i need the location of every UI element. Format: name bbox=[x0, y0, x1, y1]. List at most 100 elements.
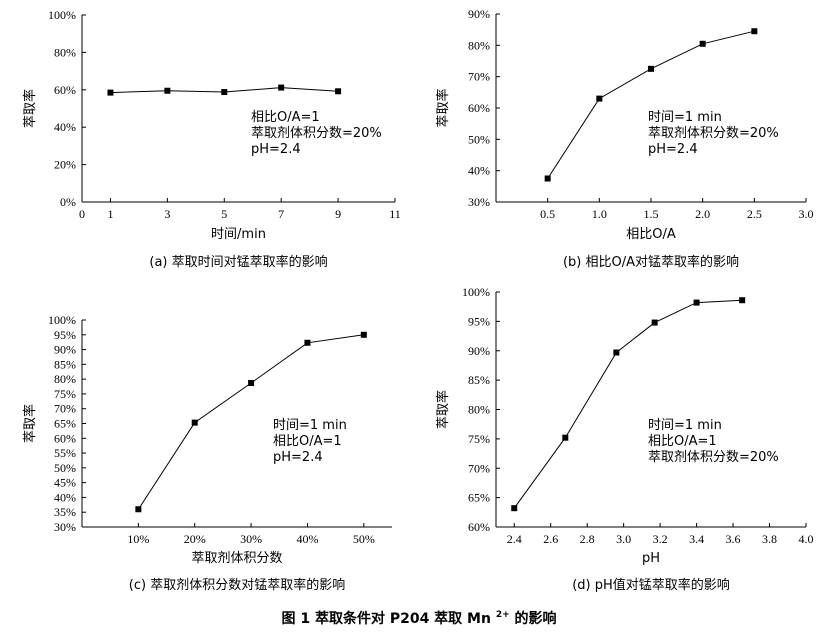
figure-caption-prefix: 图 1 bbox=[281, 611, 310, 627]
panel-c-y-tick-label: 50% bbox=[54, 461, 76, 475]
panel-d-y-tick-label: 95% bbox=[468, 314, 490, 328]
panel-c-y-label: 萃取率 bbox=[22, 404, 38, 443]
panel-d-series-line bbox=[513, 299, 743, 509]
panel-d-y-tick-label: 90% bbox=[468, 344, 490, 358]
panel-c-y-tick-label: 95% bbox=[54, 328, 76, 342]
panel-d-x-tick-label: 2.8 bbox=[580, 532, 595, 546]
panel-a-annotation: 萃取剂体积分数=20% bbox=[251, 126, 382, 141]
panel-d-x-tick-label: 3.4 bbox=[689, 532, 704, 546]
panel-b-x-tick-label: 0.5 bbox=[540, 207, 555, 221]
panel-a-x-tick-label: 11 bbox=[389, 207, 401, 221]
panel-d-data-point bbox=[739, 297, 746, 304]
panel-d-y-tick-label: 75% bbox=[468, 432, 490, 446]
panel-c-x-label: 萃取剂体积分数 bbox=[191, 551, 282, 566]
panel-c-x-tick-label: 50% bbox=[353, 532, 375, 546]
panel-d-caption: (d) pH值对锰萃取率的影响 bbox=[572, 577, 730, 593]
panel-a-y-label: 萃取率 bbox=[22, 89, 38, 128]
panel-a-y-tick-label: 40% bbox=[54, 120, 76, 134]
panel-c-y-tick-label: 45% bbox=[54, 476, 76, 490]
panel-b-x-tick-label: 2.0 bbox=[695, 207, 710, 221]
panel-d-annotation: 萃取剂体积分数=20% bbox=[648, 450, 779, 465]
panel-a-x-label: 时间/min bbox=[211, 227, 266, 242]
panel-d-x-tick-label: 3.6 bbox=[726, 532, 741, 546]
panel-c-y-tick-label: 70% bbox=[54, 402, 76, 416]
panel-c-y-tick-label: 100% bbox=[48, 313, 76, 327]
panel-c-x-tick-label: 30% bbox=[240, 532, 262, 546]
figure-caption: 图 1 萃取条件对 P204 萃取 Mn 2+ 的影响 bbox=[281, 605, 556, 627]
panel-c-annotation: pH=2.4 bbox=[273, 450, 323, 465]
panel-a-x-tick-label: 0 bbox=[79, 207, 85, 221]
panel-a-data-point bbox=[221, 89, 228, 96]
panel-a-x-tick-label: 5 bbox=[221, 207, 227, 221]
panel-c-y-tick-label: 55% bbox=[54, 446, 76, 460]
panel-d-y-tick-label: 70% bbox=[468, 461, 490, 475]
panel-d-y-label: 萃取率 bbox=[435, 390, 451, 429]
panel-c-annotation: 时间=1 min bbox=[273, 418, 347, 433]
panel-b-x-tick-label: 3.0 bbox=[799, 207, 814, 221]
panel-b-y-label: 萃取率 bbox=[435, 88, 451, 127]
panel-d-y-tick-label: 65% bbox=[468, 491, 490, 505]
panel-b-data-point bbox=[699, 40, 706, 47]
panel-a-x-tick-label: 3 bbox=[164, 207, 170, 221]
panel-b-data-point bbox=[544, 175, 551, 182]
panel-c-y-tick-label: 90% bbox=[54, 343, 76, 357]
panel-c-x-tick-label: 10% bbox=[127, 532, 149, 546]
panel-a-x-tick-label: 7 bbox=[278, 207, 284, 221]
panel-c-data-point bbox=[135, 506, 142, 513]
panel-b-caption: (b) 相比O/A对锰萃取率的影响 bbox=[563, 254, 739, 270]
panel-d-data-point bbox=[562, 434, 569, 441]
panel-d-data-point bbox=[511, 505, 518, 512]
panel-c-y-tick-label: 85% bbox=[54, 357, 76, 371]
figure-caption-suffix: 的影响 bbox=[515, 610, 557, 627]
panel-d-annotation: 相比O/A=1 bbox=[648, 434, 717, 449]
panel-a-data-point bbox=[278, 84, 285, 91]
panel-c-x-tick-label: 40% bbox=[296, 532, 318, 546]
panel-c-y-tick-label: 75% bbox=[54, 387, 76, 401]
panel-b-annotation: 萃取剂体积分数=20% bbox=[648, 126, 779, 141]
panel-d-annotation: 时间=1 min bbox=[648, 418, 722, 433]
panel-c-y-tick-label: 30% bbox=[54, 520, 76, 534]
panel-d-x-tick-label: 4.0 bbox=[799, 532, 814, 546]
panel-b-annotation: 时间=1 min bbox=[648, 110, 722, 125]
figure-caption-text: 萃取条件对 P204 萃取 Mn bbox=[315, 610, 491, 627]
panel-d-data-point bbox=[651, 319, 658, 326]
panel-d-data-point bbox=[693, 299, 700, 306]
panel-b-data-point bbox=[648, 65, 654, 72]
panel-a-annotation: 相比O/A=1 bbox=[251, 110, 320, 125]
panel-a-data-point bbox=[335, 88, 342, 95]
panel-a-y-tick-label: 0% bbox=[60, 195, 76, 209]
panel-a-y-tick-label: 20% bbox=[54, 158, 76, 172]
panel-c-x-tick-label: 20% bbox=[184, 532, 206, 546]
panel-b-y-tick-label: 90% bbox=[468, 7, 490, 21]
panel-d-x-tick-label: 3.2 bbox=[653, 532, 668, 546]
panel-b-data-point bbox=[751, 28, 758, 35]
panel-d-x-tick-label: 2.6 bbox=[543, 532, 558, 546]
panel-b-y-tick-label: 40% bbox=[468, 164, 490, 178]
panel-a-data-point bbox=[107, 89, 114, 96]
panel-c-data-point bbox=[360, 331, 367, 338]
panel-a-y-tick-label: 60% bbox=[54, 83, 76, 97]
panel-a-annotation: pH=2.4 bbox=[251, 142, 301, 157]
panel-b-y-tick-label: 30% bbox=[468, 195, 490, 209]
panel-d-y-tick-label: 80% bbox=[468, 403, 490, 417]
panel-c-y-tick-label: 60% bbox=[54, 431, 76, 445]
panel-c-data-point bbox=[248, 379, 255, 386]
panel-a-x-tick-label: 9 bbox=[335, 207, 341, 221]
panel-b-annotation: pH=2.4 bbox=[648, 142, 698, 157]
panel-d-x-label: pH bbox=[642, 551, 660, 566]
panel-b-x-tick-label: 2.5 bbox=[747, 207, 762, 221]
figure-caption-superscript: 2+ bbox=[496, 610, 510, 620]
panel-b-y-tick-label: 70% bbox=[468, 70, 490, 84]
panel-d-x-tick-label: 3.8 bbox=[762, 532, 777, 546]
panel-d-y-tick-label: 100% bbox=[462, 285, 490, 299]
panel-b-y-tick-label: 80% bbox=[468, 38, 490, 52]
panel-c-y-tick-label: 40% bbox=[54, 490, 76, 504]
panel-c-caption: (c) 萃取剂体积分数对锰萃取率的影响 bbox=[129, 577, 345, 593]
panel-c-y-tick-label: 80% bbox=[54, 372, 76, 386]
panel-b-y-tick-label: 50% bbox=[468, 132, 490, 146]
panel-d-x-tick-label: 3.0 bbox=[616, 532, 631, 546]
panel-b-y-tick-label: 60% bbox=[468, 101, 490, 115]
panel-a-data-point bbox=[164, 87, 171, 94]
panel-c-y-tick-label: 65% bbox=[54, 417, 76, 431]
panel-d-y-tick-label: 60% bbox=[468, 520, 490, 534]
